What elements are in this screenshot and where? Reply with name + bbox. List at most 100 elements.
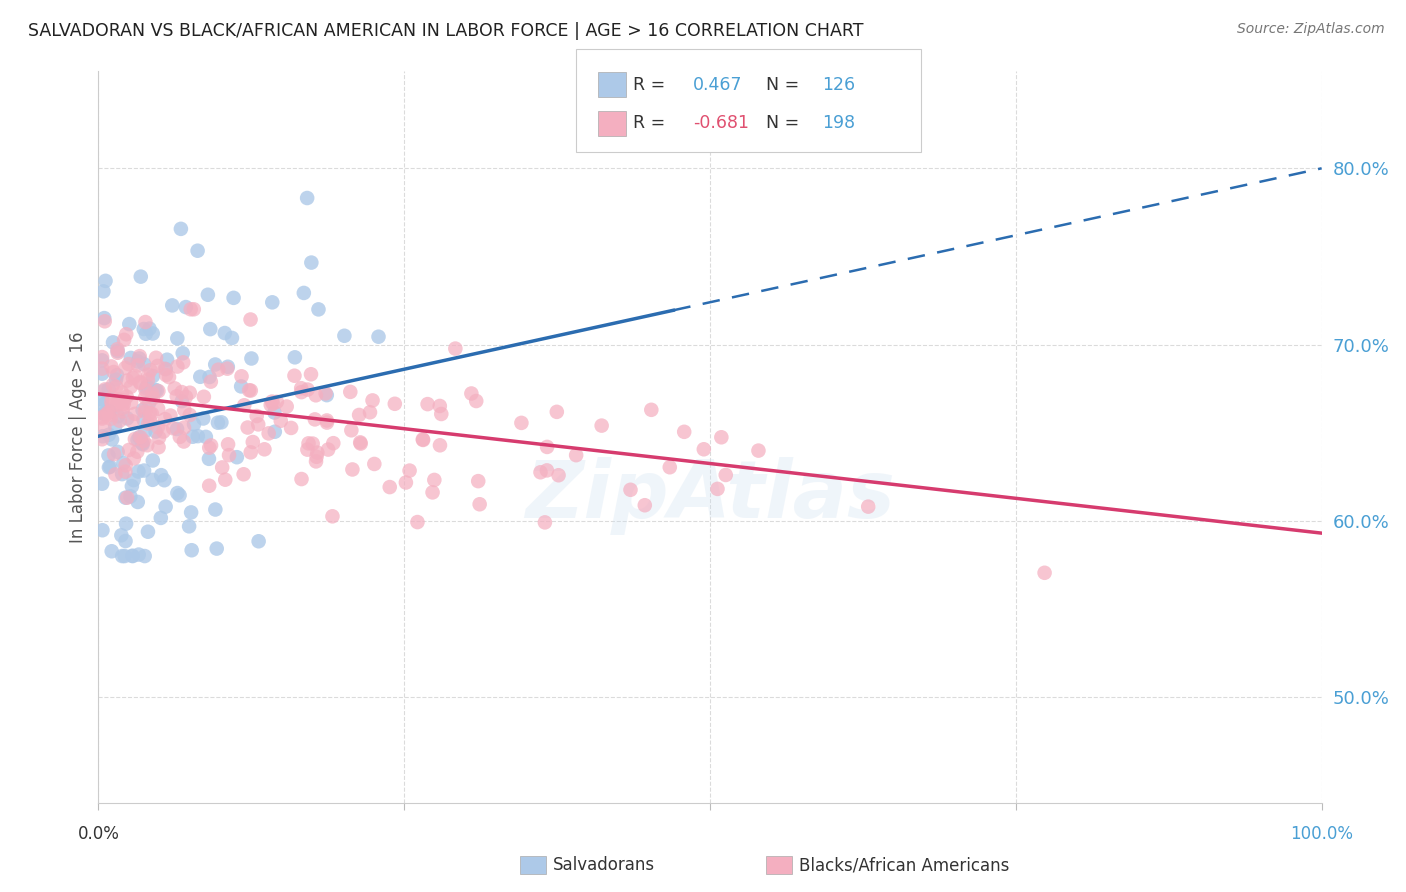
Point bbox=[187, 429, 209, 443]
Point bbox=[124, 432, 146, 446]
Point bbox=[181, 430, 204, 444]
Point bbox=[395, 475, 418, 490]
Point bbox=[139, 406, 162, 420]
Point bbox=[270, 414, 292, 428]
Point bbox=[115, 374, 138, 388]
Point bbox=[129, 376, 152, 390]
Point bbox=[253, 442, 276, 457]
Point bbox=[170, 222, 193, 236]
Point bbox=[363, 457, 385, 471]
Point bbox=[398, 464, 420, 478]
Point bbox=[262, 295, 284, 310]
Point bbox=[98, 459, 121, 474]
Point bbox=[236, 420, 259, 434]
Point bbox=[146, 401, 169, 416]
Point bbox=[350, 436, 373, 450]
Point bbox=[148, 440, 170, 454]
Point bbox=[114, 458, 136, 473]
Point bbox=[166, 389, 188, 403]
Point bbox=[121, 479, 143, 493]
Point bbox=[322, 436, 344, 450]
Point bbox=[155, 368, 177, 382]
Point bbox=[276, 400, 298, 414]
Point bbox=[301, 436, 323, 450]
Point bbox=[429, 399, 451, 413]
Point bbox=[108, 392, 131, 407]
Point bbox=[135, 401, 157, 415]
Point bbox=[193, 390, 215, 404]
Point bbox=[467, 474, 489, 488]
Point bbox=[204, 358, 226, 372]
Point bbox=[101, 398, 124, 412]
Point bbox=[101, 335, 124, 350]
Point bbox=[247, 534, 270, 549]
Point bbox=[136, 438, 159, 452]
Point bbox=[114, 465, 136, 479]
Point bbox=[93, 420, 115, 434]
Point bbox=[406, 515, 429, 529]
Point bbox=[166, 359, 188, 374]
Point bbox=[120, 395, 142, 409]
Point bbox=[105, 380, 128, 394]
Point bbox=[115, 390, 138, 404]
Point bbox=[132, 464, 155, 478]
Point bbox=[706, 482, 728, 496]
Point bbox=[91, 476, 114, 491]
Point bbox=[188, 369, 211, 384]
Point bbox=[114, 491, 136, 505]
Point bbox=[100, 411, 122, 425]
Point bbox=[135, 383, 157, 397]
Point bbox=[423, 473, 446, 487]
Point bbox=[263, 405, 285, 419]
Point bbox=[290, 381, 312, 395]
Point bbox=[198, 370, 221, 384]
Point bbox=[333, 328, 356, 343]
Point bbox=[315, 388, 337, 402]
Point bbox=[217, 361, 239, 376]
Point bbox=[103, 447, 125, 461]
Point bbox=[710, 430, 733, 444]
Point bbox=[153, 412, 176, 426]
Text: -0.681: -0.681 bbox=[693, 114, 749, 132]
Point bbox=[115, 491, 138, 505]
Point bbox=[232, 467, 254, 482]
Point bbox=[209, 415, 232, 429]
Text: N =: N = bbox=[766, 76, 806, 94]
Point bbox=[284, 351, 307, 365]
Point bbox=[127, 359, 149, 373]
Point bbox=[134, 390, 156, 404]
Point bbox=[239, 384, 262, 398]
Point bbox=[349, 435, 371, 450]
Point bbox=[148, 431, 170, 445]
Point bbox=[240, 351, 263, 366]
Text: Salvadorans: Salvadorans bbox=[553, 856, 655, 874]
Point bbox=[118, 442, 141, 457]
Point bbox=[107, 345, 129, 359]
Point bbox=[111, 404, 134, 418]
Point bbox=[231, 379, 253, 393]
Point bbox=[262, 396, 284, 410]
Point bbox=[159, 409, 181, 423]
Text: N =: N = bbox=[766, 114, 806, 132]
Point bbox=[153, 362, 176, 376]
Point bbox=[378, 480, 401, 494]
Point bbox=[121, 549, 143, 563]
Point bbox=[214, 326, 236, 340]
Point bbox=[412, 433, 434, 447]
Point bbox=[127, 354, 149, 368]
Point bbox=[207, 416, 229, 430]
Point bbox=[217, 437, 239, 451]
Point bbox=[221, 331, 243, 345]
Point bbox=[122, 473, 145, 487]
Point bbox=[217, 359, 239, 374]
Point bbox=[124, 368, 146, 383]
Point bbox=[91, 398, 114, 412]
Point bbox=[295, 191, 318, 205]
Point bbox=[101, 433, 124, 447]
Point bbox=[218, 448, 240, 462]
Point bbox=[91, 523, 114, 537]
Point bbox=[129, 430, 152, 444]
Point bbox=[108, 414, 131, 428]
Point bbox=[194, 430, 217, 444]
Point bbox=[97, 427, 120, 442]
